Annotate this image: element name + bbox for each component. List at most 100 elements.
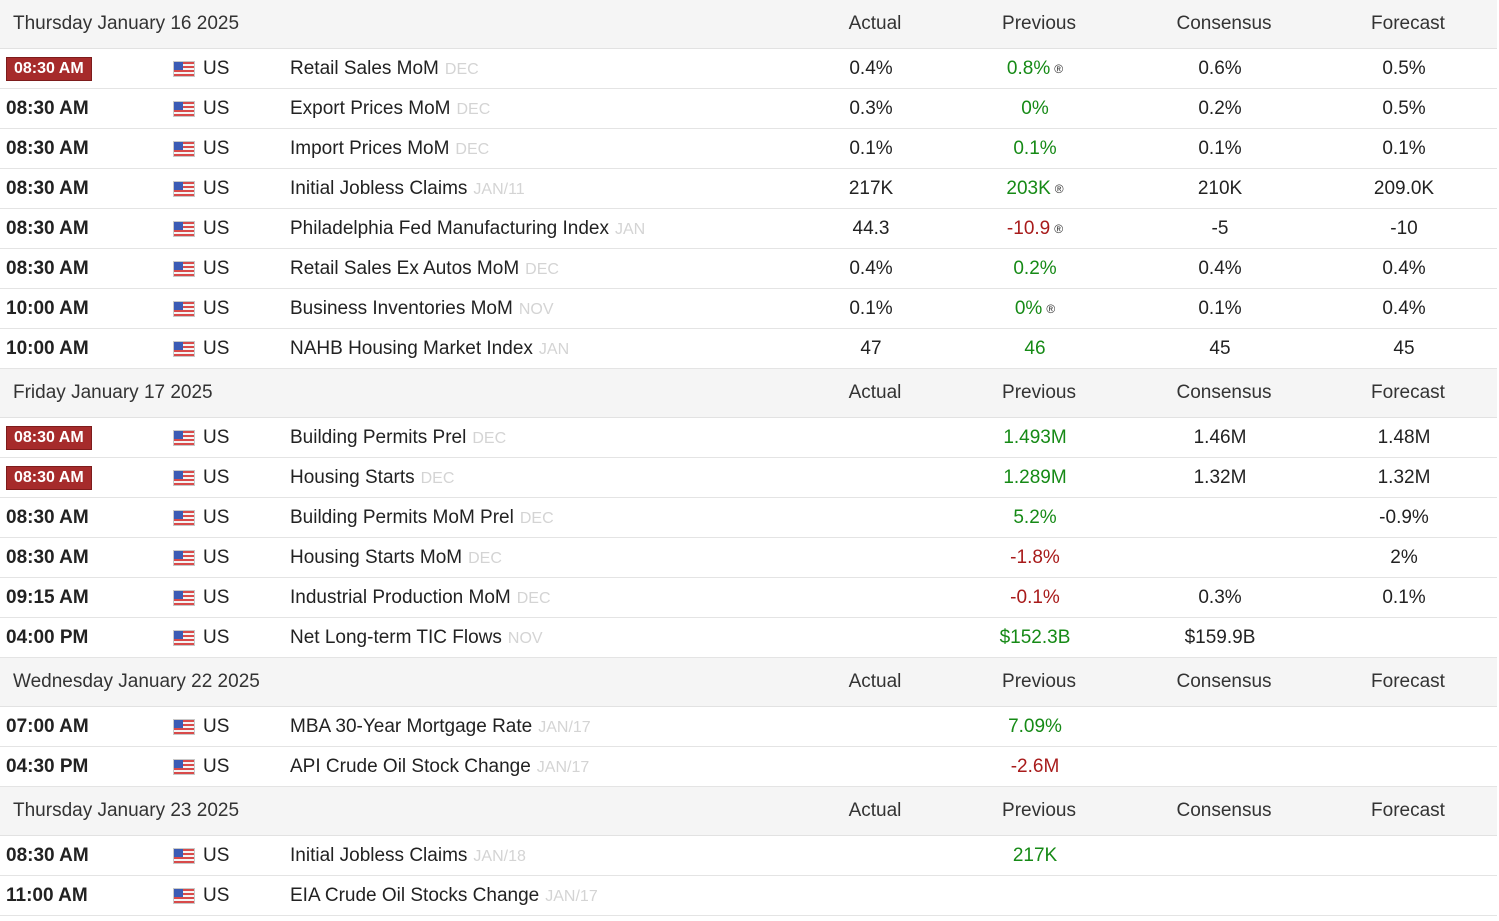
event-cell[interactable]: Business Inventories MoM NOV	[286, 298, 786, 320]
event-cell[interactable]: MBA 30-Year Mortgage Rate JAN/17	[286, 716, 786, 738]
country-cell: US	[165, 716, 286, 738]
column-headers: Actual Previous Consensus Forecast	[790, 671, 1497, 693]
us-flag-icon	[173, 429, 195, 446]
table-row[interactable]: 08:30 AM US Export Prices MoM DEC 0.3% 0% 0.2%…	[0, 89, 1497, 129]
table-row[interactable]: 08:30 AM US Import Prices MoM DEC 0.1% 0.1% 0.…	[0, 129, 1497, 169]
header-actual[interactable]: Actual	[848, 382, 902, 403]
event-cell[interactable]: Philadelphia Fed Manufacturing Index JAN	[286, 218, 786, 240]
event-cell[interactable]: Housing Starts MoM DEC	[286, 547, 786, 569]
table-row[interactable]: 08:30 AM US Philadelphia Fed Manufacturing…	[0, 209, 1497, 249]
event-cell[interactable]: Net Long-term TIC Flows NOV	[286, 627, 786, 649]
header-forecast[interactable]: Forecast	[1371, 671, 1445, 692]
actual-value	[786, 627, 956, 649]
reference-period: DEC	[468, 549, 502, 567]
event-time: 08:30 AM	[6, 177, 89, 199]
header-actual[interactable]: Actual	[848, 13, 902, 34]
consensus-value: 0.6%	[1198, 57, 1242, 79]
table-row[interactable]: 09:15 AM US Industrial Production MoM DEC -0…	[0, 578, 1497, 618]
values: -1.8% 2%	[786, 547, 1497, 569]
event-cell[interactable]: NAHB Housing Market Index JAN	[286, 338, 786, 360]
table-row[interactable]: 08:30 AM US Initial Jobless Claims JAN/11 21…	[0, 169, 1497, 209]
event-name-link[interactable]: Building Permits Prel	[290, 426, 467, 448]
date-group-header: Friday January 17 2025 Actual Previous Cons…	[0, 369, 1497, 418]
table-row[interactable]: 08:30 AM US Retail Sales MoM DEC 0.4% 0.8% ® 0.…	[0, 49, 1497, 89]
event-name-link[interactable]: Industrial Production MoM	[290, 586, 511, 608]
table-row[interactable]: 11:00 AM US EIA Crude Oil Stocks Change JAN…	[0, 876, 1497, 916]
event-cell[interactable]: Initial Jobless Claims JAN/11	[286, 178, 786, 200]
event-cell[interactable]: Building Permits Prel DEC	[286, 427, 786, 449]
event-name-link[interactable]: Housing Starts	[290, 466, 415, 488]
table-row[interactable]: 04:00 PM US Net Long-term TIC Flows NOV $152…	[0, 618, 1497, 658]
event-name-link[interactable]: Retail Sales MoM	[290, 57, 439, 79]
table-row[interactable]: 08:30 AM US Initial Jobless Claims JAN/18 21…	[0, 836, 1497, 876]
table-row[interactable]: 08:30 AM US Housing Starts DEC 1.289M 1.32M 1.…	[0, 458, 1497, 498]
table-row[interactable]: 07:00 AM US MBA 30-Year Mortgage Rate JAN/1…	[0, 707, 1497, 747]
header-previous[interactable]: Previous	[1002, 382, 1076, 403]
header-consensus[interactable]: Consensus	[1176, 671, 1272, 692]
event-name-link[interactable]: Import Prices MoM	[290, 137, 450, 159]
values: 217K	[786, 845, 1497, 867]
table-row[interactable]: 08:30 AM US Housing Starts MoM DEC -1.8% 2%	[0, 538, 1497, 578]
event-name-link[interactable]: Housing Starts MoM	[290, 546, 463, 568]
event-cell[interactable]: EIA Crude Oil Stocks Change JAN/17	[286, 885, 786, 907]
event-name-link[interactable]: EIA Crude Oil Stocks Change	[290, 884, 540, 906]
event-cell[interactable]: Housing Starts DEC	[286, 467, 786, 489]
previous-number: 203K	[1006, 177, 1051, 199]
country-cell: US	[165, 507, 286, 529]
event-cell[interactable]: Export Prices MoM DEC	[286, 98, 786, 120]
event-cell[interactable]: Building Permits MoM Prel DEC	[286, 507, 786, 529]
event-name-link[interactable]: Business Inventories MoM	[290, 297, 513, 319]
header-forecast[interactable]: Forecast	[1371, 382, 1445, 403]
event-cell[interactable]: Retail Sales MoM DEC	[286, 58, 786, 80]
event-name-link[interactable]: API Crude Oil Stock Change	[290, 755, 531, 777]
event-cell[interactable]: Industrial Production MoM DEC	[286, 587, 786, 609]
event-name-link[interactable]: Initial Jobless Claims	[290, 177, 468, 199]
forecast-value	[1326, 845, 1482, 867]
header-actual[interactable]: Actual	[848, 671, 902, 692]
previous-number: 5.2%	[1013, 506, 1057, 528]
event-cell[interactable]: Retail Sales Ex Autos MoM DEC	[286, 258, 786, 280]
forecast-value: 45	[1393, 337, 1415, 359]
table-row[interactable]: 08:30 AM US Retail Sales Ex Autos MoM DEC 0.…	[0, 249, 1497, 289]
country-code: US	[203, 137, 230, 159]
event-name-link[interactable]: Initial Jobless Claims	[290, 844, 468, 866]
event-cell[interactable]: Initial Jobless Claims JAN/18	[286, 845, 786, 867]
country-cell: US	[165, 845, 286, 867]
event-time: 08:30 AM	[6, 257, 89, 279]
event-name-link[interactable]: Export Prices MoM	[290, 97, 451, 119]
event-name-link[interactable]: NAHB Housing Market Index	[290, 337, 533, 359]
reference-period: DEC	[456, 100, 491, 118]
table-row[interactable]: 08:30 AM US Building Permits Prel DEC 1.493M…	[0, 418, 1497, 458]
table-row[interactable]: 10:00 AM US NAHB Housing Market Index JAN 47…	[0, 329, 1497, 369]
country-cell: US	[165, 467, 286, 489]
country-code: US	[203, 177, 230, 199]
table-row[interactable]: 10:00 AM US Business Inventories MoM NOV 0.1…	[0, 289, 1497, 329]
event-time: 08:30 AM	[6, 137, 89, 159]
header-consensus[interactable]: Consensus	[1176, 382, 1272, 403]
header-consensus[interactable]: Consensus	[1176, 13, 1272, 34]
event-cell[interactable]: API Crude Oil Stock Change JAN/17	[286, 756, 786, 778]
consensus-value: 1.32M	[1193, 466, 1247, 488]
actual-value: 44.3	[852, 217, 890, 239]
previous-value: 203K ®	[956, 178, 1114, 200]
table-row[interactable]: 08:30 AM US Building Permits MoM Prel DEC 5.…	[0, 498, 1497, 538]
header-consensus[interactable]: Consensus	[1176, 800, 1272, 821]
country-cell: US	[165, 756, 286, 778]
header-previous[interactable]: Previous	[1002, 671, 1076, 692]
reference-period: NOV	[507, 629, 543, 647]
revised-icon: ®	[1054, 181, 1064, 196]
header-previous[interactable]: Previous	[1002, 13, 1076, 34]
table-row[interactable]: 04:30 PM US API Crude Oil Stock Change JAN/…	[0, 747, 1497, 787]
header-previous[interactable]: Previous	[1002, 800, 1076, 821]
event-name-link[interactable]: MBA 30-Year Mortgage Rate	[290, 715, 533, 737]
actual-value: 47	[860, 337, 882, 359]
event-name-link[interactable]: Philadelphia Fed Manufacturing Index	[290, 217, 609, 239]
event-name-link[interactable]: Building Permits MoM Prel	[290, 506, 514, 528]
event-cell[interactable]: Import Prices MoM DEC	[286, 138, 786, 160]
header-forecast[interactable]: Forecast	[1371, 800, 1445, 821]
event-name-link[interactable]: Retail Sales Ex Autos MoM	[290, 257, 520, 279]
header-forecast[interactable]: Forecast	[1371, 13, 1445, 34]
header-actual[interactable]: Actual	[848, 800, 902, 821]
event-name-link[interactable]: Net Long-term TIC Flows	[290, 626, 502, 648]
